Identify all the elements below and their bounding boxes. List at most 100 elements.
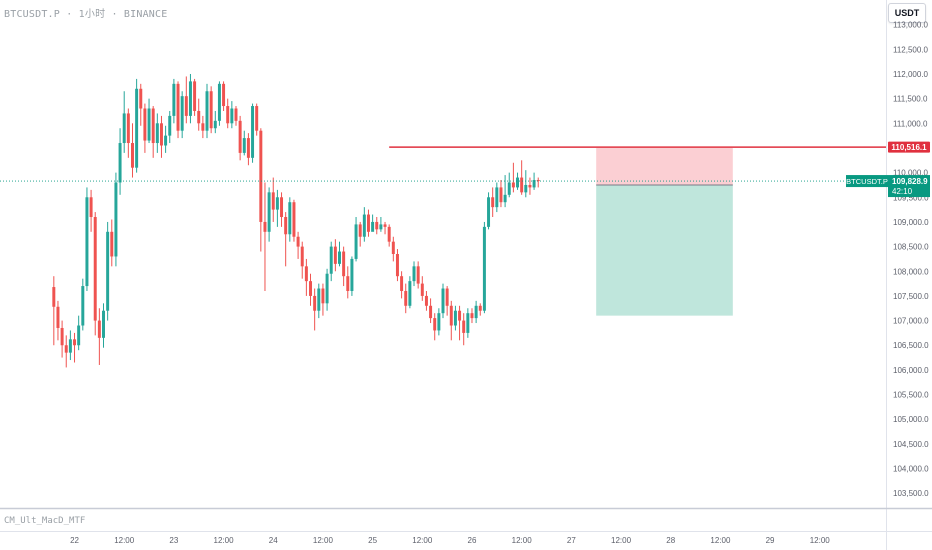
price-tick-label: 105,500.0 [893, 391, 929, 400]
candle [280, 192, 284, 227]
last-price-value: 109,828.9 [892, 177, 928, 186]
candles [52, 73, 540, 368]
candle [507, 172, 511, 198]
candle [453, 305, 457, 331]
candle [222, 81, 226, 111]
time-tick-label: 22 [70, 536, 79, 545]
candle [429, 298, 433, 324]
candle [362, 207, 366, 242]
candle [102, 303, 105, 348]
time-tick-label: 28 [666, 536, 675, 545]
symbol-info-bar[interactable]: BTCUSDT.P · 1小时 · BINANCE [4, 9, 168, 20]
candle [118, 128, 122, 195]
candle [147, 98, 151, 144]
currency-selector[interactable]: USDT [888, 3, 926, 23]
candle [246, 133, 250, 166]
candle [89, 189, 93, 232]
candle [520, 160, 524, 195]
candle [151, 106, 155, 158]
candle [238, 115, 242, 161]
time-tick-label: 12:00 [810, 536, 831, 545]
time-tick-label: 25 [368, 536, 377, 545]
candle [366, 209, 370, 237]
price-tick-label: 103,500.0 [893, 489, 929, 498]
candle [478, 303, 482, 316]
candle [201, 115, 205, 139]
candle [230, 101, 234, 129]
candle [309, 273, 313, 306]
time-tick-label: 12:00 [710, 536, 731, 545]
price-tick-label: 106,500.0 [893, 341, 929, 350]
candle [458, 305, 462, 341]
candle [271, 177, 275, 222]
candle [474, 300, 478, 324]
candle [226, 98, 230, 129]
candle [68, 330, 72, 361]
candle [300, 241, 304, 279]
candle [313, 288, 317, 331]
candle [114, 172, 118, 267]
candle [275, 189, 279, 227]
time-tick-label: 12:00 [512, 536, 533, 545]
candle [85, 187, 89, 291]
price-tick-label: 111,000.0 [893, 119, 928, 128]
candle [122, 91, 126, 153]
candle [482, 221, 486, 314]
price-tick-label: 110,000.0 [893, 169, 929, 178]
candle [168, 110, 172, 144]
price-tick-label: 105,000.0 [893, 415, 929, 424]
price-tick-label: 112,500.0 [893, 45, 929, 54]
candle [97, 308, 101, 365]
candle [193, 78, 197, 116]
price-tick-label: 104,000.0 [893, 465, 929, 474]
candle [52, 276, 56, 346]
candle [358, 221, 362, 247]
time-tick-label: 29 [766, 536, 775, 545]
price-tick-label: 113,000.0 [893, 21, 929, 30]
candle [259, 128, 263, 252]
indicator-pane-label[interactable]: CM_Ult_MacD_MTF [4, 516, 86, 526]
time-axis: 22 12:00 23 12:00 24 12:00 25 12:00 26 12:00 27 12:… [70, 536, 830, 545]
candle [338, 241, 341, 267]
candle [437, 308, 441, 336]
candle [462, 313, 466, 346]
candle [263, 182, 267, 291]
candle [60, 320, 64, 358]
candle [296, 231, 300, 259]
candle [325, 268, 329, 311]
time-tick-label: 26 [468, 536, 477, 545]
take-profit-zone[interactable] [596, 184, 733, 316]
candle [491, 187, 495, 218]
candle [242, 130, 246, 156]
candle [255, 103, 259, 136]
candle [188, 73, 192, 124]
candle [511, 162, 515, 193]
price-tick-label: 107,500.0 [893, 292, 929, 301]
candle [536, 177, 540, 188]
candle [350, 256, 354, 296]
candle [172, 78, 176, 124]
candle [400, 271, 404, 299]
candle [159, 115, 163, 158]
candle [77, 315, 81, 351]
candle [433, 313, 437, 341]
stop-loss-zone[interactable] [596, 147, 733, 185]
candle [416, 261, 420, 289]
candle [292, 199, 296, 242]
resistance-price-label: 110,516.1 [891, 143, 927, 152]
time-tick-label: 24 [269, 536, 278, 545]
candle [234, 106, 238, 126]
candle [495, 182, 499, 213]
candle [56, 300, 60, 341]
candle [503, 175, 507, 208]
time-tick-label: 12:00 [611, 536, 632, 545]
candle [304, 258, 308, 296]
candle [64, 335, 68, 368]
price-tick-label: 108,000.0 [893, 267, 929, 276]
candle [342, 246, 346, 287]
candle [197, 98, 201, 131]
candle [445, 286, 449, 316]
candle [420, 276, 424, 301]
candle [371, 214, 375, 232]
